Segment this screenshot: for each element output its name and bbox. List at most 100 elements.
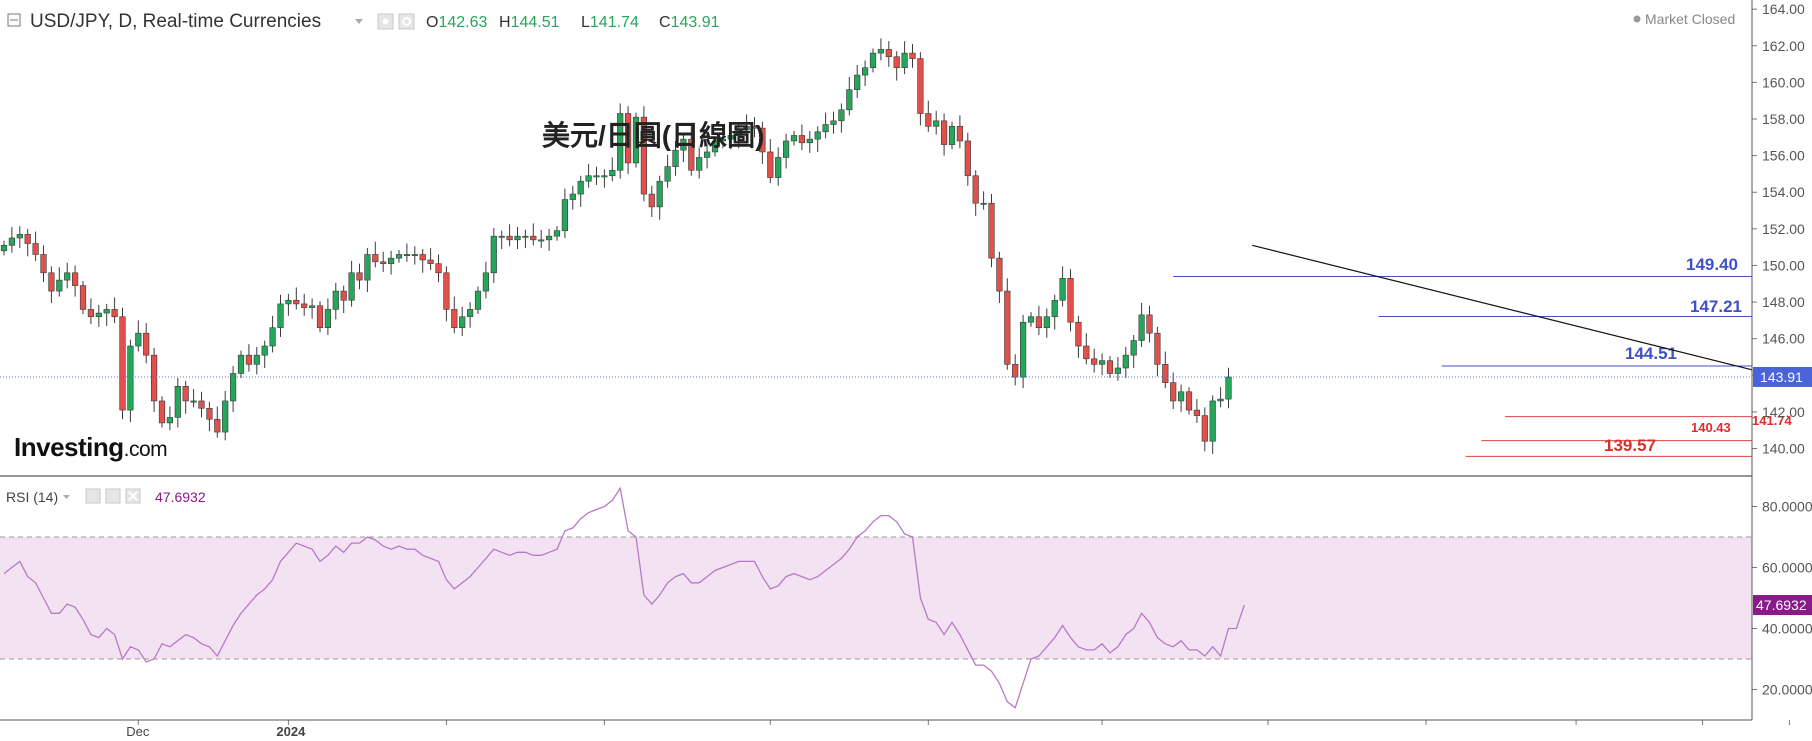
candle-body[interactable]	[1083, 345, 1090, 360]
candle-body[interactable]	[206, 407, 213, 420]
candle-body[interactable]	[1075, 321, 1082, 347]
candle-body[interactable]	[261, 345, 268, 356]
candle-body[interactable]	[111, 309, 118, 318]
candle-body[interactable]	[1114, 367, 1121, 374]
candle-body[interactable]	[522, 235, 529, 238]
candle-body[interactable]	[340, 290, 347, 301]
candle-body[interactable]	[617, 113, 624, 171]
candle-body[interactable]	[474, 290, 482, 310]
candle-body[interactable]	[988, 202, 995, 259]
candle-body[interactable]	[48, 272, 55, 292]
candle-body[interactable]	[585, 175, 592, 182]
symbol-title[interactable]: USD/JPY, D, Real-time Currencies	[30, 11, 321, 32]
candle-body[interactable]	[16, 234, 23, 239]
candle-body[interactable]	[1170, 382, 1177, 402]
candle-body[interactable]	[403, 254, 411, 256]
candle-body[interactable]	[459, 316, 466, 329]
candle-body[interactable]	[664, 166, 671, 182]
candle-body[interactable]	[222, 400, 229, 433]
candle-body[interactable]	[1138, 314, 1145, 341]
candle-body[interactable]	[79, 285, 87, 310]
candle-body[interactable]	[8, 237, 16, 246]
candle-body[interactable]	[214, 418, 221, 433]
candle-body[interactable]	[877, 49, 884, 54]
candle-body[interactable]	[1193, 409, 1200, 416]
candle-body[interactable]	[356, 272, 363, 281]
candle-body[interactable]	[743, 126, 750, 131]
candle-body[interactable]	[656, 180, 663, 208]
candle-body[interactable]	[24, 234, 31, 244]
candle-body[interactable]	[332, 290, 339, 310]
candle-body[interactable]	[798, 135, 805, 144]
candle-body[interactable]	[1091, 358, 1098, 365]
candle-body[interactable]	[553, 230, 561, 237]
candle-body[interactable]	[869, 52, 877, 69]
candle-body[interactable]	[893, 56, 900, 69]
candle-body[interactable]	[435, 263, 442, 274]
candle-body[interactable]	[506, 235, 513, 241]
candle-body[interactable]	[1201, 415, 1208, 442]
candle-body[interactable]	[901, 52, 908, 69]
candle-body[interactable]	[933, 120, 940, 127]
candle-body[interactable]	[696, 157, 703, 171]
candle-body[interactable]	[956, 126, 963, 142]
candle-body[interactable]	[1122, 354, 1129, 369]
candle-body[interactable]	[466, 309, 474, 318]
candle-body[interactable]	[490, 235, 497, 274]
candle-body[interactable]	[127, 345, 134, 411]
candle-body[interactable]	[158, 400, 166, 424]
candle-body[interactable]	[40, 254, 47, 274]
candle-body[interactable]	[964, 140, 971, 177]
candle-body[interactable]	[72, 272, 79, 286]
candle-body[interactable]	[1067, 277, 1074, 323]
candle-body[interactable]	[372, 254, 379, 263]
candle-body[interactable]	[1217, 398, 1224, 402]
candle-body[interactable]	[387, 257, 395, 264]
candle-body[interactable]	[482, 272, 490, 292]
candle-body[interactable]	[830, 120, 837, 125]
candle-body[interactable]	[790, 135, 798, 142]
candle-body[interactable]	[530, 235, 537, 241]
candle-body[interactable]	[948, 126, 956, 145]
candle-body[interactable]	[601, 175, 608, 178]
candle-body[interactable]	[822, 124, 829, 133]
candle-body[interactable]	[1027, 316, 1035, 323]
candle-body[interactable]	[0, 245, 8, 252]
candle-body[interactable]	[593, 175, 600, 178]
candle-body[interactable]	[87, 309, 94, 318]
candle-body[interactable]	[1154, 332, 1161, 365]
candle-body[interactable]	[759, 127, 766, 153]
candle-body[interactable]	[1209, 400, 1216, 442]
candle-body[interactable]	[395, 254, 403, 259]
candle-body[interactable]	[561, 199, 568, 231]
candle-body[interactable]	[174, 385, 181, 418]
candle-body[interactable]	[380, 261, 387, 264]
candle-body[interactable]	[182, 385, 189, 402]
candle-body[interactable]	[1051, 299, 1058, 318]
candle-body[interactable]	[846, 89, 853, 111]
candle-body[interactable]	[253, 354, 260, 365]
candle-body[interactable]	[1130, 340, 1137, 356]
candle-body[interactable]	[1019, 321, 1027, 378]
candle-body[interactable]	[285, 299, 292, 305]
candle-body[interactable]	[245, 354, 253, 365]
collapse-icon[interactable]	[7, 13, 21, 27]
candle-body[interactable]	[735, 129, 742, 136]
candle-body[interactable]	[308, 305, 316, 308]
candle-body[interactable]	[151, 354, 158, 402]
candle-body[interactable]	[545, 235, 553, 241]
candle-body[interactable]	[814, 131, 821, 140]
candle-body[interactable]	[854, 74, 861, 91]
candle-body[interactable]	[514, 235, 521, 241]
candle-body[interactable]	[143, 332, 150, 356]
candle-body[interactable]	[688, 138, 695, 171]
candle-body[interactable]	[972, 175, 979, 204]
candle-body[interactable]	[624, 113, 632, 164]
candle-body[interactable]	[324, 309, 332, 329]
candle-body[interactable]	[767, 151, 774, 178]
settings-icon[interactable]	[398, 13, 415, 30]
candle-body[interactable]	[348, 272, 355, 301]
candle-body[interactable]	[727, 135, 734, 140]
candle-body[interactable]	[940, 120, 948, 145]
candle-body[interactable]	[135, 332, 142, 347]
